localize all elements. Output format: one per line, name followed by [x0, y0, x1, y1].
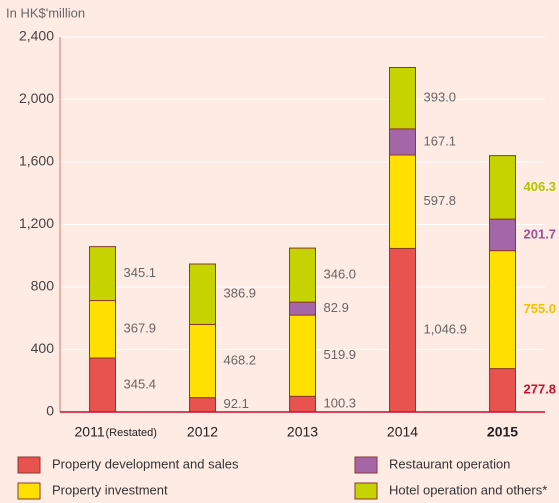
bar-segment	[389, 128, 416, 156]
legend-swatch	[354, 482, 378, 500]
bar-segment	[489, 368, 516, 413]
value-label: 406.3	[524, 179, 557, 194]
value-label: 345.4	[124, 376, 157, 391]
value-label: 82.9	[324, 300, 349, 315]
y-tick-label: 1,200	[19, 215, 54, 231]
x-tick-label: 2014	[387, 424, 418, 440]
bar-segment	[189, 263, 216, 325]
category-note: (Restated)	[106, 427, 157, 439]
y-tick-label: 2,000	[19, 90, 54, 106]
bar-segment	[189, 397, 216, 413]
y-tick-label: 400	[31, 340, 55, 356]
value-label: 755.0	[524, 301, 557, 316]
bar-segment	[389, 154, 416, 249]
value-label: 346.0	[324, 267, 357, 282]
y-tick-label: 0	[46, 403, 54, 419]
value-label: 519.9	[324, 347, 357, 362]
bar-segment	[289, 247, 316, 303]
bar-segment	[489, 155, 516, 220]
bar-segment	[289, 301, 316, 316]
legend-swatch	[354, 456, 378, 474]
legend-label: Property development and sales	[52, 456, 239, 471]
legend-swatch	[17, 482, 41, 500]
bar-segment	[289, 395, 316, 413]
value-label: 468.2	[224, 352, 257, 367]
value-label: 1,046.9	[424, 322, 467, 337]
value-label: 92.1	[224, 396, 249, 411]
x-tick-label: 2012	[187, 424, 218, 440]
bar-segment	[389, 247, 416, 413]
bar-segment	[89, 300, 116, 359]
x-tick-label: 2015	[487, 424, 518, 440]
value-label: 100.3	[324, 396, 357, 411]
y-tick-label: 2,400	[19, 28, 54, 44]
bar-segment	[289, 314, 316, 397]
value-label: 367.9	[124, 321, 157, 336]
bar-segment	[189, 323, 216, 399]
y-axis-label: In HK$'million	[6, 5, 85, 20]
legend-label: Hotel operation and others*	[389, 482, 547, 497]
value-label: 597.8	[424, 193, 457, 208]
legend-label: Property investment	[52, 482, 168, 497]
value-label: 277.8	[524, 382, 557, 397]
bar-segment	[89, 246, 116, 302]
value-label: 386.9	[224, 286, 257, 301]
x-tick-label: 2013	[287, 424, 318, 440]
value-label: 345.1	[124, 265, 157, 280]
legend-swatch	[17, 456, 41, 474]
x-tick-label: 2011	[75, 424, 105, 440]
value-label: 393.0	[424, 90, 457, 105]
y-tick-label: 800	[31, 278, 55, 294]
bar-segment	[89, 357, 116, 413]
value-label: 201.7	[524, 226, 557, 241]
bar-segment	[389, 67, 416, 130]
y-tick-label: 1,600	[19, 153, 54, 169]
legend-label: Restaurant operation	[389, 456, 510, 471]
value-label: 167.1	[424, 133, 457, 148]
bar-segment	[489, 218, 516, 252]
bar-segment	[489, 250, 516, 370]
